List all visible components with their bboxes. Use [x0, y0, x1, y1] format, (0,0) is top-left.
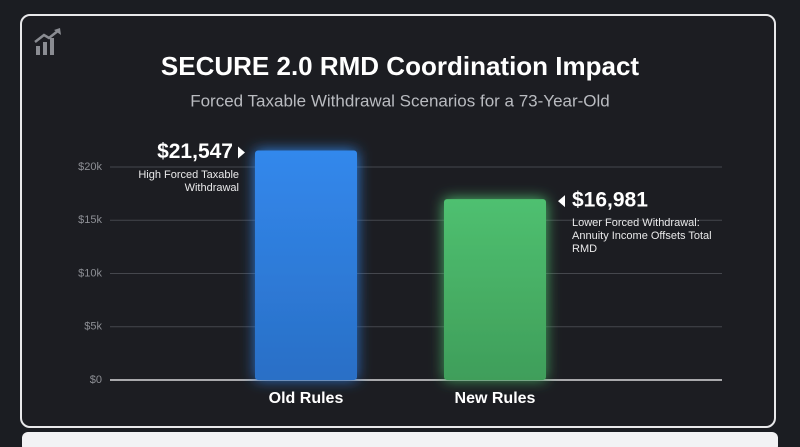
bar [255, 150, 357, 380]
logo-icon [34, 28, 61, 55]
bar [444, 199, 546, 380]
y-tick-label: $10k [78, 267, 102, 279]
pointer-arrow [558, 195, 565, 208]
next-card [22, 432, 778, 447]
y-tick-label: $0 [90, 374, 102, 386]
value-label: $16,981 [572, 189, 648, 212]
y-tick-label: $5k [84, 321, 102, 333]
card [20, 14, 776, 428]
pointer-arrow [238, 146, 245, 159]
x-tick-label: Old Rules [269, 390, 344, 407]
chart-title: SECURE 2.0 RMD Coordination Impact [161, 51, 639, 81]
chart-subtitle: Forced Taxable Withdrawal Scenarios for … [190, 91, 610, 110]
y-tick-label: $20k [78, 161, 102, 173]
value-label: $21,547 [157, 140, 233, 163]
x-tick-label: New Rules [455, 390, 536, 407]
y-tick-label: $15k [78, 214, 102, 226]
annotation: Lower Forced Withdrawal: Annuity Income … [572, 217, 712, 256]
annotation: High Forced Taxable Withdrawal [138, 168, 239, 194]
